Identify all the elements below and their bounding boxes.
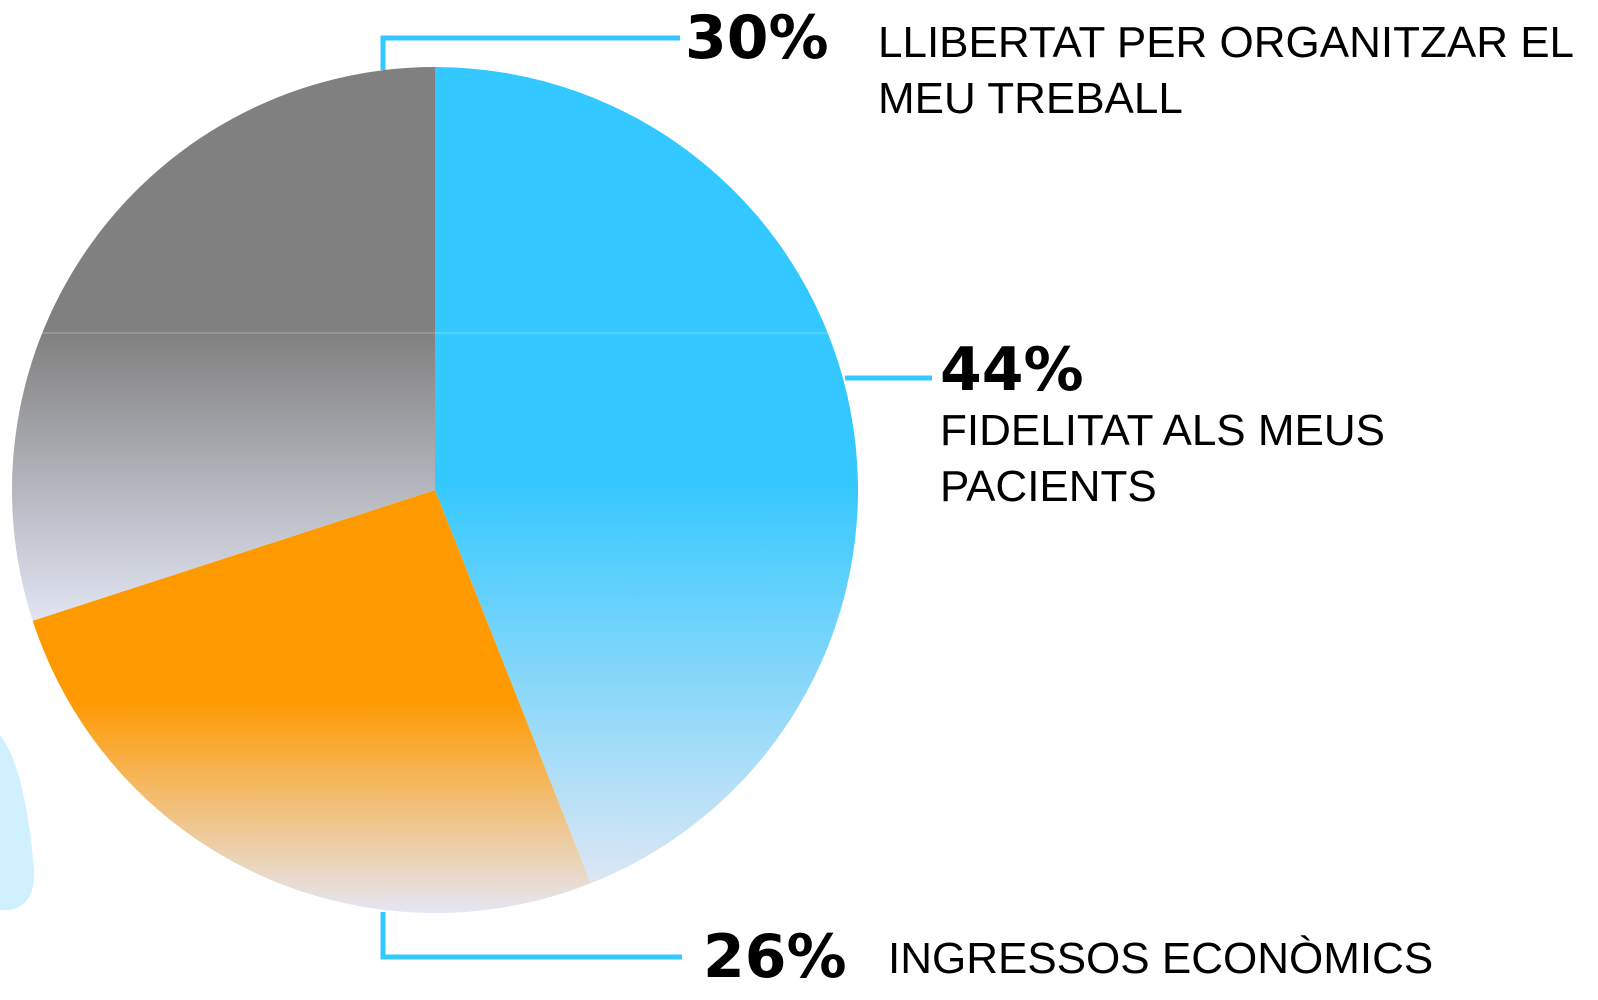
pie <box>11 67 858 913</box>
pie-slice <box>11 67 436 621</box>
decoration <box>0 735 35 911</box>
value-label: 26% <box>703 922 847 992</box>
slice-label: FIDELITAT ALS MEUS PACIENTS <box>940 406 1386 511</box>
leader-line <box>380 912 682 960</box>
pie-slice <box>435 67 858 884</box>
slice-label: LLIBERTAT PER ORGANITZAR EL MEU TREBALL <box>878 18 1573 123</box>
leader-line <box>380 35 680 70</box>
value-label: 30% <box>685 3 829 73</box>
pie-slice <box>32 490 591 913</box>
value-label: 44% <box>940 335 1084 405</box>
slice-label: INGRESSOS ECONÒMICS <box>888 934 1434 983</box>
